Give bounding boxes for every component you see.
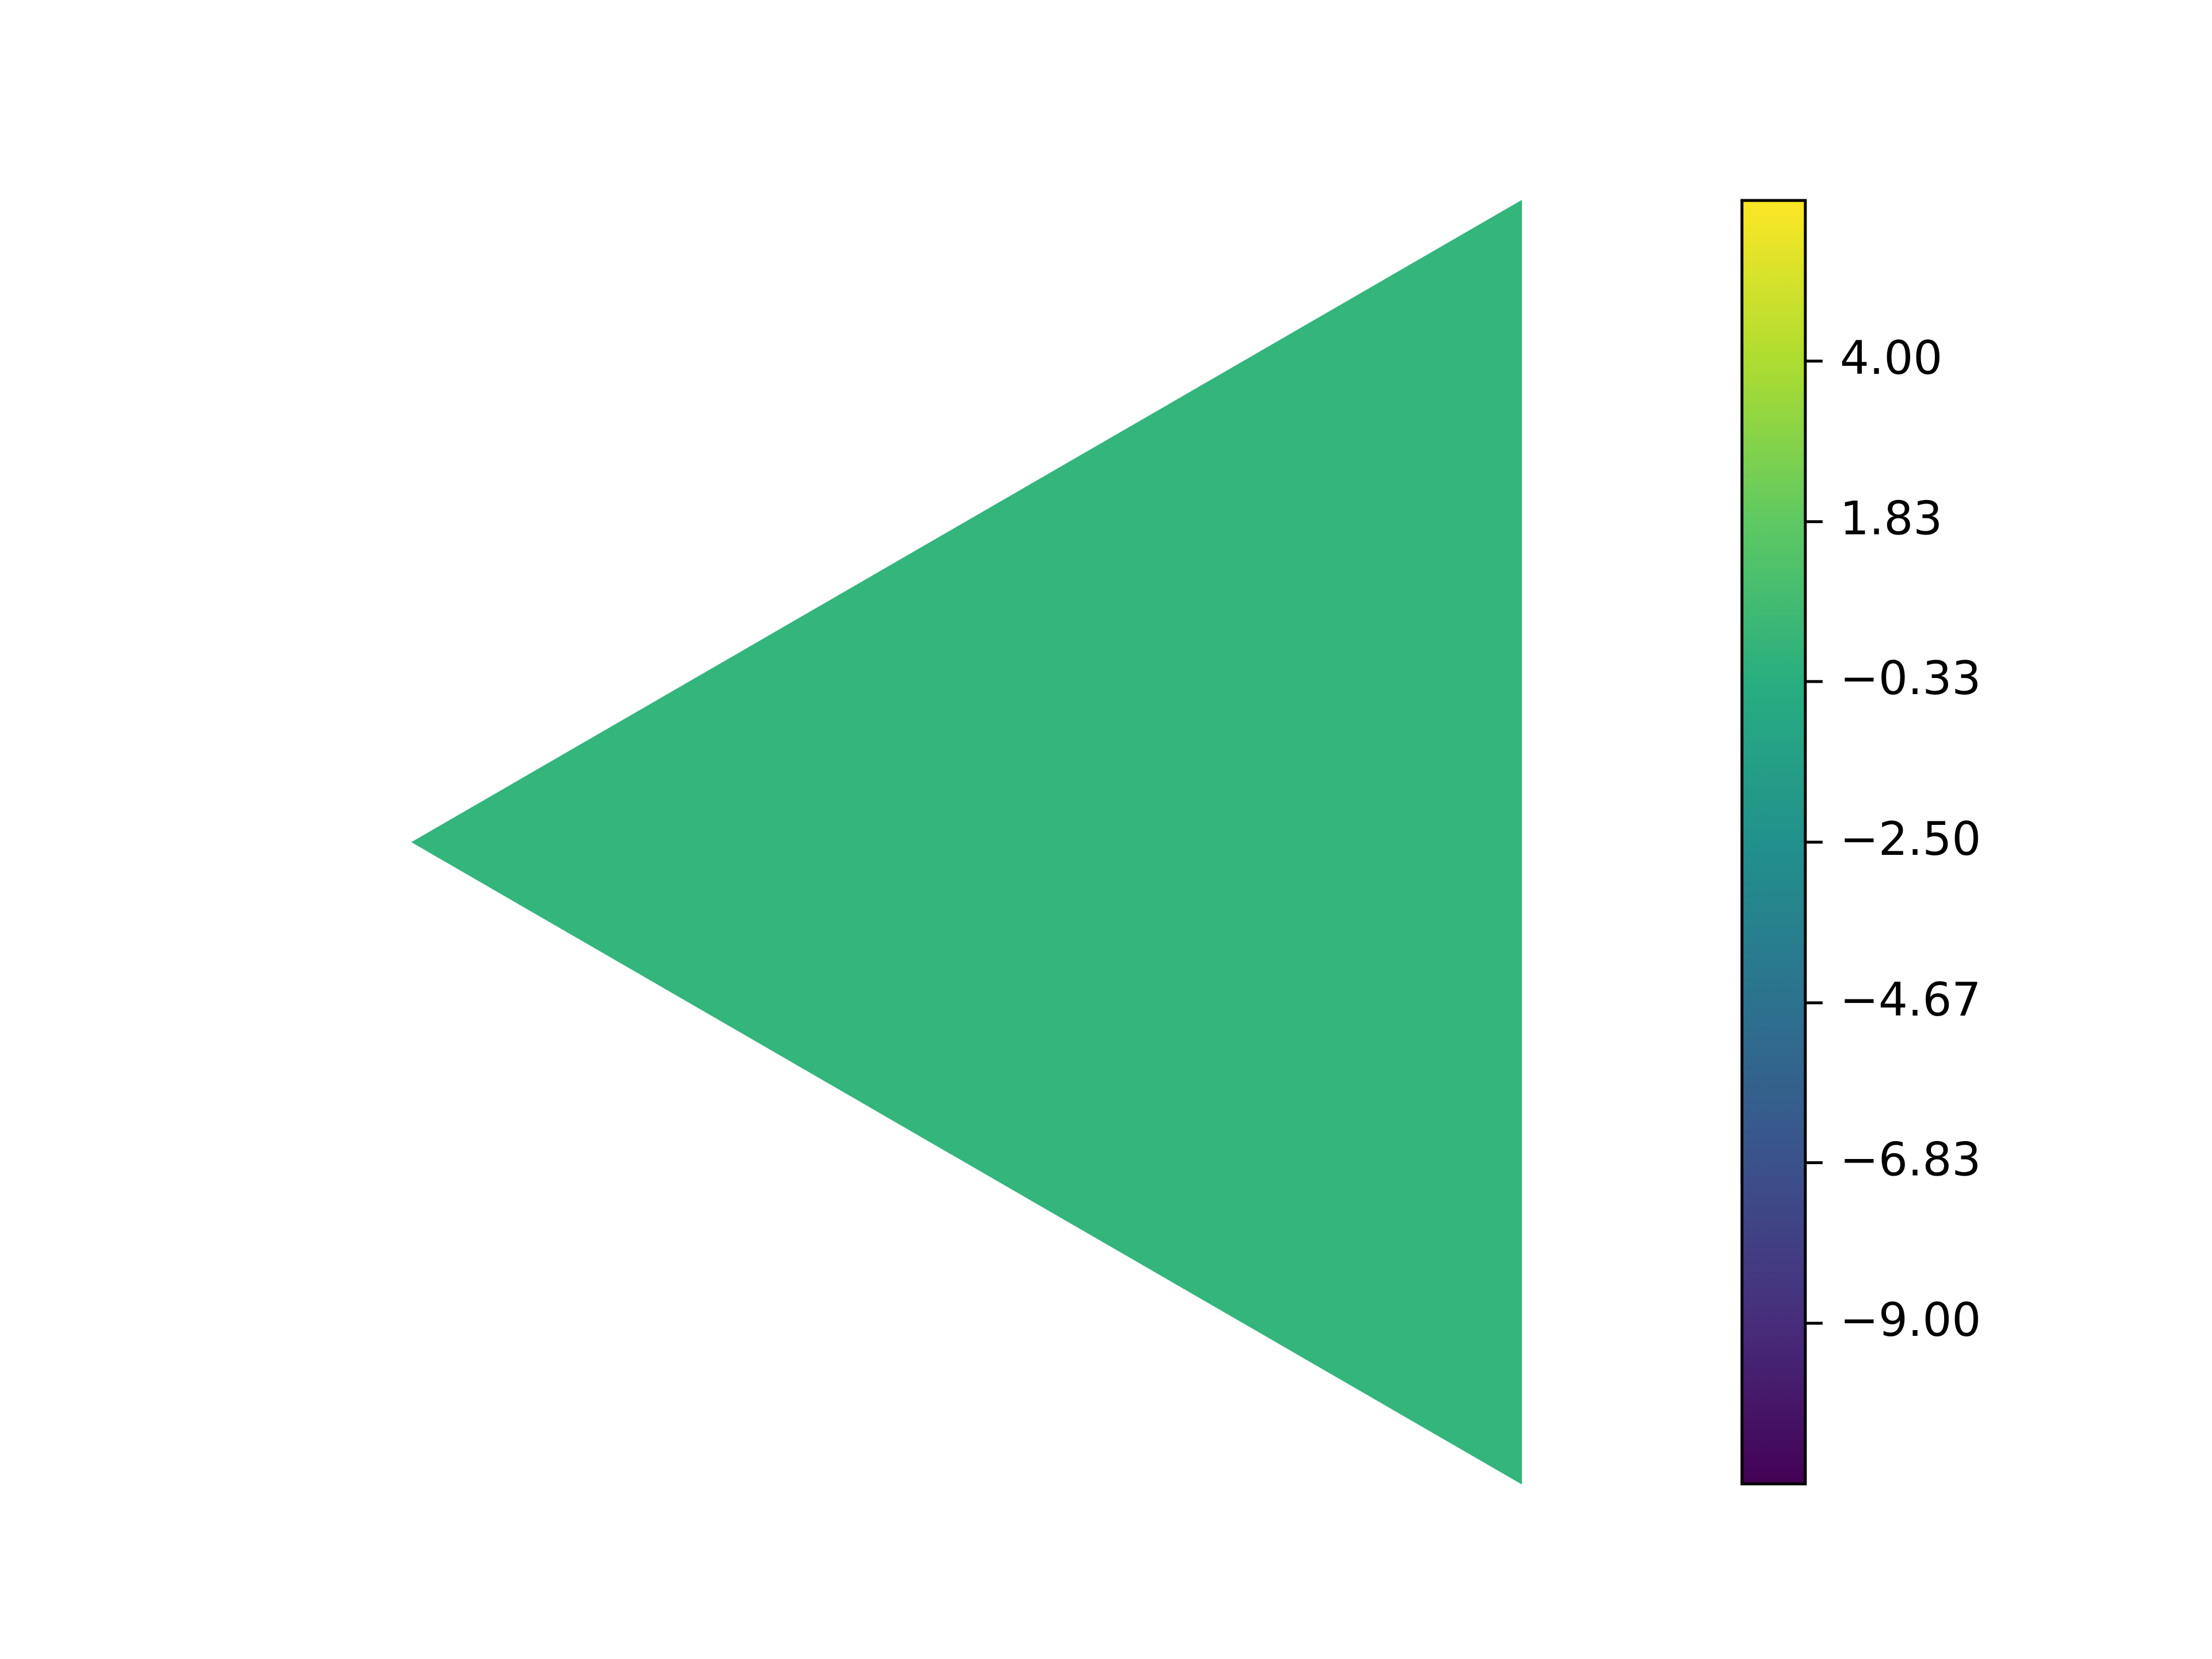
colorbar-tick-label: −0.33 <box>1840 652 1981 705</box>
colorbar-tick-label: 4.00 <box>1840 331 1942 385</box>
colorbar-tick-label: −2.50 <box>1840 812 1981 866</box>
triangle-patch <box>411 200 1522 1484</box>
colorbar: 4.00 1.83 −0.33 −2.50 −4.67 −6.83 −9.00 <box>1740 199 1981 1486</box>
colorbar-tick-label: −4.67 <box>1840 973 1981 1027</box>
plot-area <box>411 200 1522 1484</box>
colorbar-ticks: 4.00 1.83 −0.33 −2.50 −4.67 −6.83 −9.00 <box>1805 331 1981 1347</box>
colorbar-tick-label: −9.00 <box>1840 1293 1981 1347</box>
colorbar-tick-label: −6.83 <box>1840 1132 1981 1186</box>
colorbar-tick-label: 1.83 <box>1840 492 1942 546</box>
colorbar-gradient <box>1742 200 1805 1484</box>
